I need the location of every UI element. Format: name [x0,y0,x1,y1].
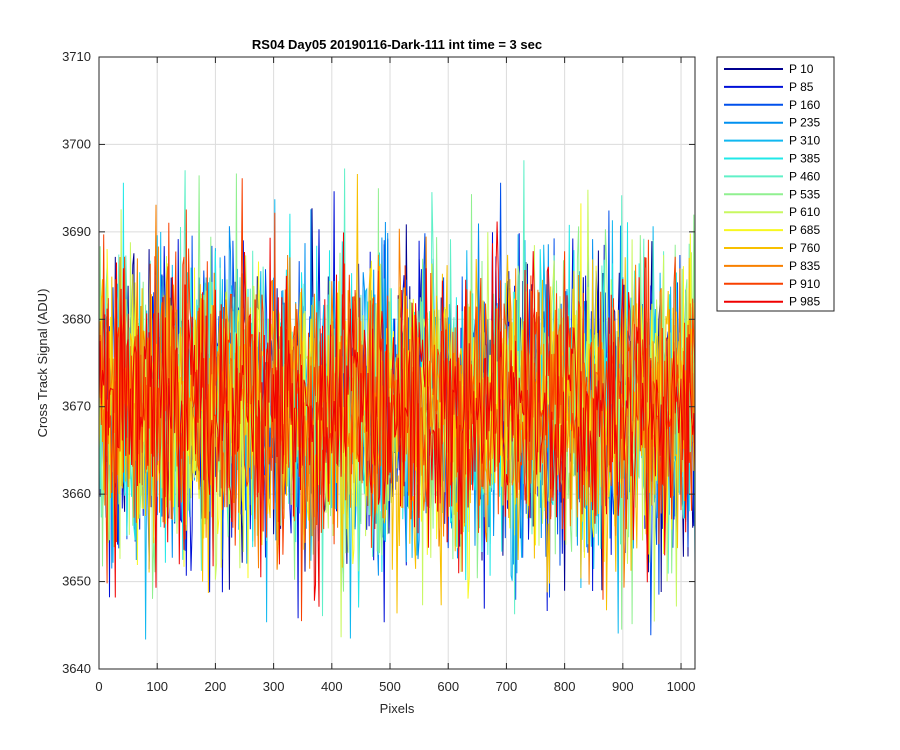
y-axis-label: Cross Track Signal (ADU) [35,289,50,438]
y-tick-label: 3640 [62,661,91,676]
chart-title: RS04 Day05 20190116-Dark-111 int time = … [252,37,542,52]
x-tick-label: 500 [379,679,401,694]
legend: P 10 P 85 P 160 P 235 P 310 P 385 P 460 P 535 P … [716,56,835,312]
series-line-p-985 [98,221,696,607]
y-tick-label: 3680 [62,311,91,326]
x-tick-label: 700 [496,679,518,694]
plot-frame [98,56,696,670]
x-tick-label: 1000 [667,679,696,694]
x-tick-label: 200 [205,679,227,694]
legend-entry-label: P 10 [789,62,814,76]
legend-entry-label: P 460 [789,169,820,183]
x-tick-label: 600 [437,679,459,694]
legend-entry-label: P 85 [789,80,814,94]
x-tick-label: 400 [321,679,343,694]
legend-entry-label: P 535 [789,187,820,201]
legend-entry-label: P 610 [789,205,820,219]
legend-entry-label: P 760 [789,241,820,255]
legend-entry-label: P 910 [789,277,820,291]
legend-entry-label: P 685 [789,223,820,237]
y-tick-label: 3700 [62,136,91,151]
x-tick-label: 900 [612,679,634,694]
x-tick-label: 800 [554,679,576,694]
y-tick-label: 3650 [62,574,91,589]
legend-entry-label: P 385 [789,152,820,166]
legend-entry-label: P 835 [789,259,820,273]
series-lines [98,160,696,640]
x-tick-label: 300 [263,679,285,694]
y-tick-label: 3690 [62,224,91,239]
legend-box [716,56,835,312]
x-tick-label: 100 [146,679,168,694]
x-axis-label: Pixels [380,701,415,716]
x-tick-label: 0 [95,679,102,694]
legend-entry-label: P 235 [789,116,820,130]
y-tick-label: 3670 [62,399,91,414]
legend-entry-label: P 160 [789,98,820,112]
y-tick-label: 3710 [62,49,91,64]
series-line-p-685 [98,203,696,599]
y-tick-label: 3660 [62,486,91,501]
legend-entry-label: P 985 [789,295,820,309]
legend-entry-label: P 310 [789,134,820,148]
axis-ticks: 0 100 200 300 400 500 600 700 800 900 1000 3640 3650… [62,49,695,694]
